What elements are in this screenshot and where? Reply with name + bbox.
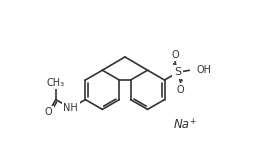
- Text: O: O: [171, 50, 179, 60]
- Text: O: O: [45, 107, 52, 117]
- Text: NH: NH: [63, 103, 78, 113]
- Text: O: O: [177, 85, 184, 95]
- Text: CH₃: CH₃: [47, 78, 65, 88]
- Text: OH: OH: [196, 65, 211, 75]
- Text: Na: Na: [174, 118, 190, 131]
- Text: S: S: [174, 67, 181, 77]
- Text: +: +: [190, 117, 196, 126]
